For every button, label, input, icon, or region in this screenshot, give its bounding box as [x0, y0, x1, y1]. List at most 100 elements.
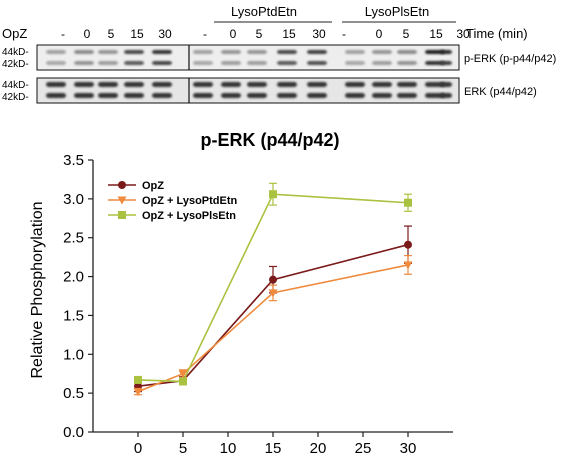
y-tick-label: 2.5 — [63, 230, 84, 247]
data-point — [269, 275, 277, 284]
blot-band — [425, 93, 445, 98]
blot-band — [221, 82, 241, 87]
blot-band — [345, 93, 365, 98]
blot-band — [307, 93, 327, 98]
lane-label: - — [61, 27, 65, 41]
data-point — [118, 181, 126, 189]
y-tick-label: 1.0 — [63, 346, 84, 363]
blot-band — [372, 93, 392, 98]
blot-bottom-panel: 44kD- 42kD- ERK (p44/p42) — [2, 77, 537, 104]
legend-item: OpZ — [108, 180, 164, 192]
series-line — [137, 193, 409, 383]
blot-top-bands — [46, 50, 452, 65]
blot-band — [124, 61, 144, 65]
series-opz-lysoplsetn — [134, 182, 412, 386]
line-chart: p-ERK (p44/p42) Relative Phosphorylation… — [29, 130, 453, 457]
blot-band — [98, 82, 118, 87]
blot-band — [277, 93, 297, 98]
lane-label: 30 — [158, 27, 172, 41]
data-point — [178, 370, 188, 379]
lane-label: - — [342, 27, 346, 41]
blot-band — [440, 50, 452, 54]
blot-top-panel: 44kD- 42kD- p-ERK (p-p44/p42) — [2, 44, 556, 71]
blot-band — [46, 61, 66, 65]
time-label: Time (min) — [466, 26, 528, 41]
blot-band — [152, 50, 172, 54]
data-point — [179, 377, 187, 386]
blot-band — [372, 82, 392, 87]
lane-label: - — [203, 27, 207, 41]
blot-band — [247, 50, 267, 54]
blot-band — [345, 82, 365, 87]
blot-band — [247, 93, 267, 98]
lane-label: 15 — [282, 27, 296, 41]
lane-label: 30 — [456, 27, 470, 41]
blot-band — [98, 50, 118, 54]
y-tick-label: 0.0 — [63, 424, 84, 441]
blot-band — [221, 50, 241, 54]
blot-band — [98, 93, 118, 98]
blot-band — [193, 50, 213, 54]
blot-band — [425, 82, 445, 87]
series-opz — [134, 225, 412, 393]
blot-band — [372, 61, 392, 65]
blot-band — [124, 93, 144, 98]
blot-top-size-44: 44kD- — [2, 47, 29, 58]
data-point — [404, 240, 412, 249]
blot-band — [277, 82, 297, 87]
blot-band — [397, 61, 417, 65]
blot-band — [74, 50, 94, 54]
data-point — [404, 198, 412, 207]
blot-bottom-size-44: 44kD- — [2, 80, 29, 91]
blot-band — [74, 93, 94, 98]
lane-label: 0 — [230, 27, 237, 41]
blot-band — [307, 61, 327, 65]
blot-band — [345, 50, 365, 54]
y-tick-label: 3.0 — [63, 191, 84, 208]
blot-bottom-bands — [46, 82, 452, 98]
x-axis-ticks: 0 5 10 15 20 25 30 — [134, 432, 416, 457]
blot-band — [124, 82, 144, 87]
lane-label: 0 — [84, 27, 91, 41]
legend-item: OpZ + LysoPlsEtn — [108, 210, 236, 222]
blot-band — [98, 61, 118, 65]
y-tick-label: 2.0 — [63, 269, 84, 286]
y-axis-ticks: 0.0 0.5 1.0 1.5 2.0 2.5 3.0 3.5 — [63, 152, 93, 441]
y-axis-label: Relative Phosphorylation — [29, 202, 46, 379]
blot-bottom-background — [36, 77, 460, 104]
blot-band — [193, 82, 213, 87]
blot-band — [247, 82, 267, 87]
x-tick-label: 20 — [310, 440, 327, 457]
x-tick-label: 5 — [179, 440, 187, 457]
blot-band — [440, 61, 452, 65]
blot-band — [193, 93, 213, 98]
chart-title: p-ERK (p44/p42) — [200, 130, 339, 150]
blot-band — [247, 61, 267, 65]
blot-bottom-size-42: 42kD- — [2, 92, 29, 103]
blot-band — [307, 82, 327, 87]
blot-top-background — [36, 44, 460, 71]
x-tick-label: 10 — [220, 440, 237, 457]
blot-band — [221, 93, 241, 98]
lane-labels: - 0 5 15 30 - 0 5 15 30 - 0 5 15 30 — [61, 27, 470, 41]
blot-bottom-name: ERK (p44/p42) — [464, 86, 537, 98]
blot-band — [345, 61, 365, 65]
data-point — [134, 375, 142, 384]
lane-label: 30 — [312, 27, 326, 41]
blot-top-size-42: 42kD- — [2, 59, 29, 70]
series-line — [137, 264, 409, 393]
blot-band — [74, 82, 94, 87]
blot-band — [46, 50, 66, 54]
data-point — [403, 261, 413, 270]
blot-band — [277, 61, 297, 65]
y-tick-label: 3.5 — [63, 152, 84, 169]
blot-band — [46, 82, 66, 87]
treatment-label: OpZ — [2, 26, 27, 41]
blot-band — [152, 93, 172, 98]
blot-band — [277, 50, 297, 54]
blot-band — [152, 61, 172, 65]
blot-band — [440, 93, 452, 98]
group-label-lysoplsetn: LysoPlsEtn — [365, 4, 430, 19]
y-tick-label: 0.5 — [63, 385, 84, 402]
